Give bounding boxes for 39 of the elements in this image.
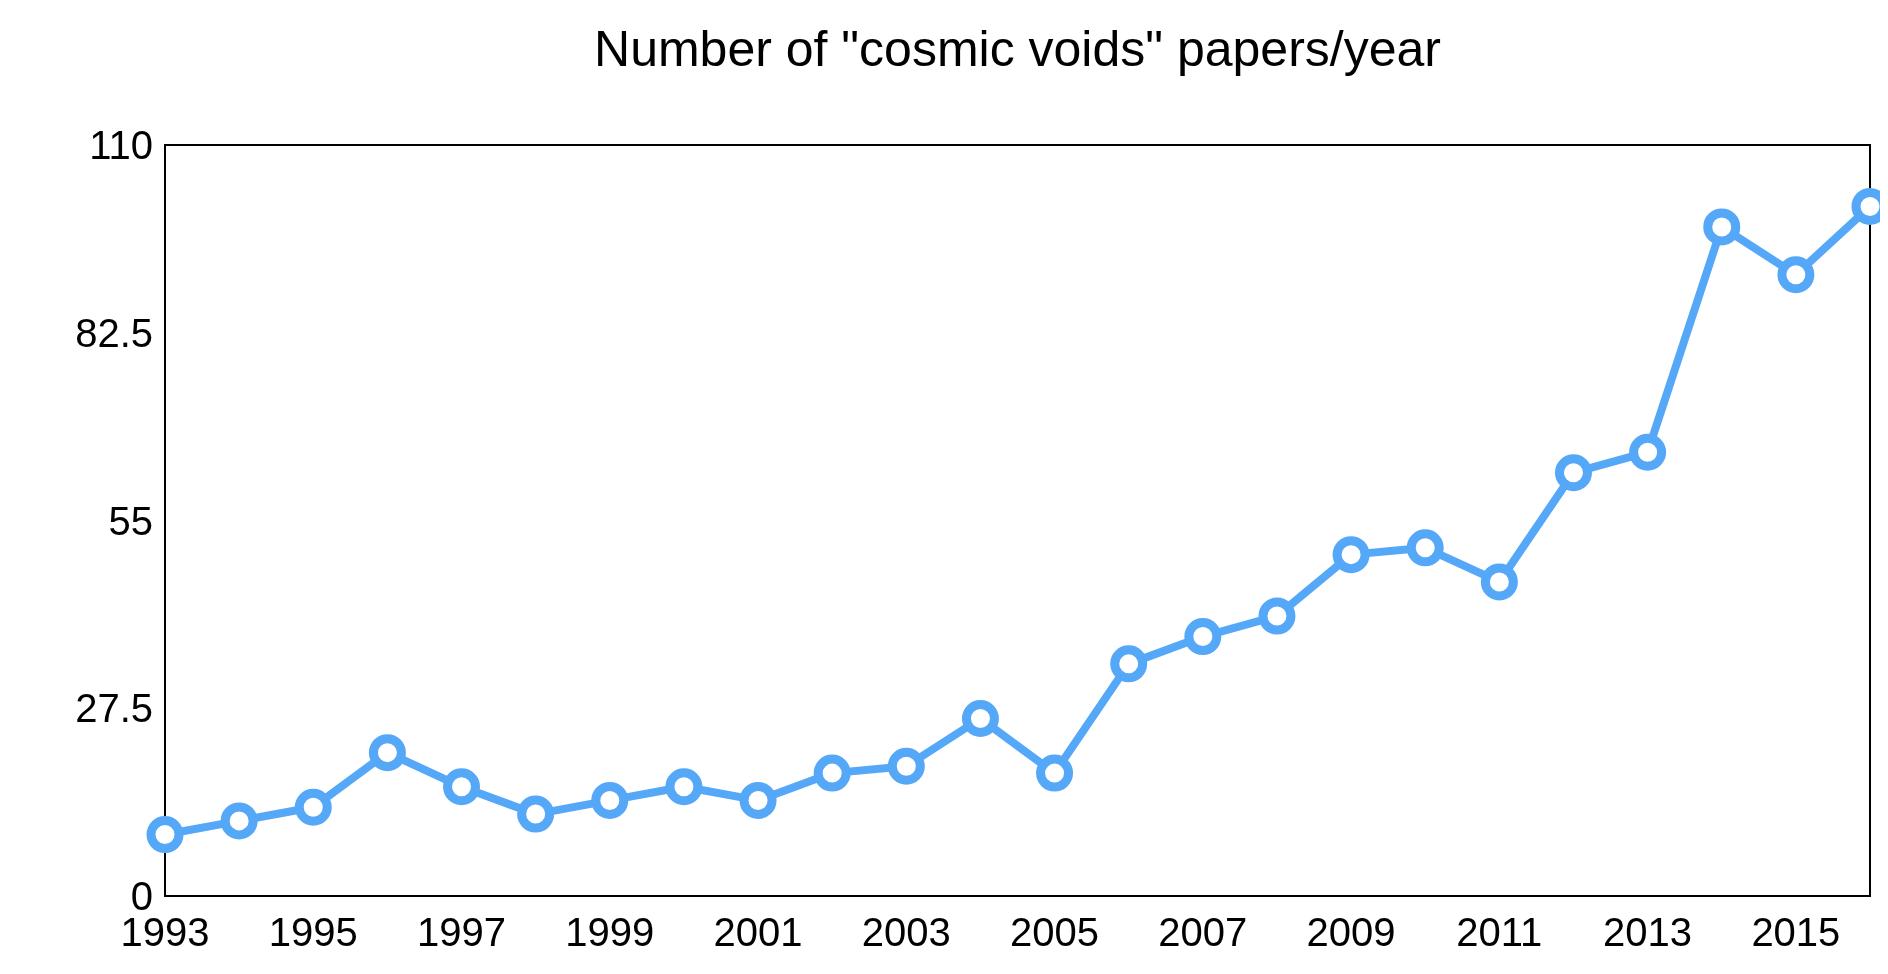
- point: [1332, 536, 1370, 574]
- point: [591, 781, 629, 819]
- y-tick-label: 82.5: [75, 310, 153, 355]
- x-tick-label: 2005: [1010, 910, 1100, 954]
- y-tick-label: 55: [108, 498, 153, 543]
- point: [368, 734, 406, 772]
- point: [1110, 645, 1148, 683]
- x-tick-label: 2001: [713, 910, 803, 954]
- y-tick-label: 27.5: [75, 686, 153, 731]
- x-tick-label: 2011: [1456, 910, 1543, 954]
- point: [146, 816, 184, 854]
- point: [517, 795, 555, 833]
- x-tick-label: 1997: [417, 910, 507, 954]
- point: [1554, 454, 1592, 492]
- point: [961, 699, 999, 737]
- point: [1184, 618, 1222, 656]
- x-tick-label: 2003: [861, 910, 951, 954]
- point: [1036, 754, 1074, 792]
- point: [1406, 529, 1444, 567]
- point: [1629, 433, 1667, 471]
- x-tick-label: 2013: [1603, 910, 1693, 954]
- x-tick-label: 2007: [1158, 910, 1248, 954]
- x-tick-label: 1999: [565, 910, 655, 954]
- point: [887, 747, 925, 785]
- point: [1703, 208, 1741, 246]
- point: [665, 768, 703, 806]
- point: [739, 781, 777, 819]
- point: [220, 802, 258, 840]
- point: [1480, 563, 1518, 601]
- point: [443, 768, 481, 806]
- y-tick-label: 110: [89, 123, 153, 167]
- x-tick-label: 1995: [268, 910, 358, 954]
- point: [1777, 256, 1815, 294]
- point: [813, 754, 851, 792]
- point: [1258, 597, 1296, 635]
- point: [294, 788, 332, 826]
- chart-title: Number of "cosmic voids" papers/year: [594, 21, 1441, 77]
- x-tick-label: 2009: [1306, 910, 1396, 954]
- x-tick-label: 2015: [1751, 910, 1841, 954]
